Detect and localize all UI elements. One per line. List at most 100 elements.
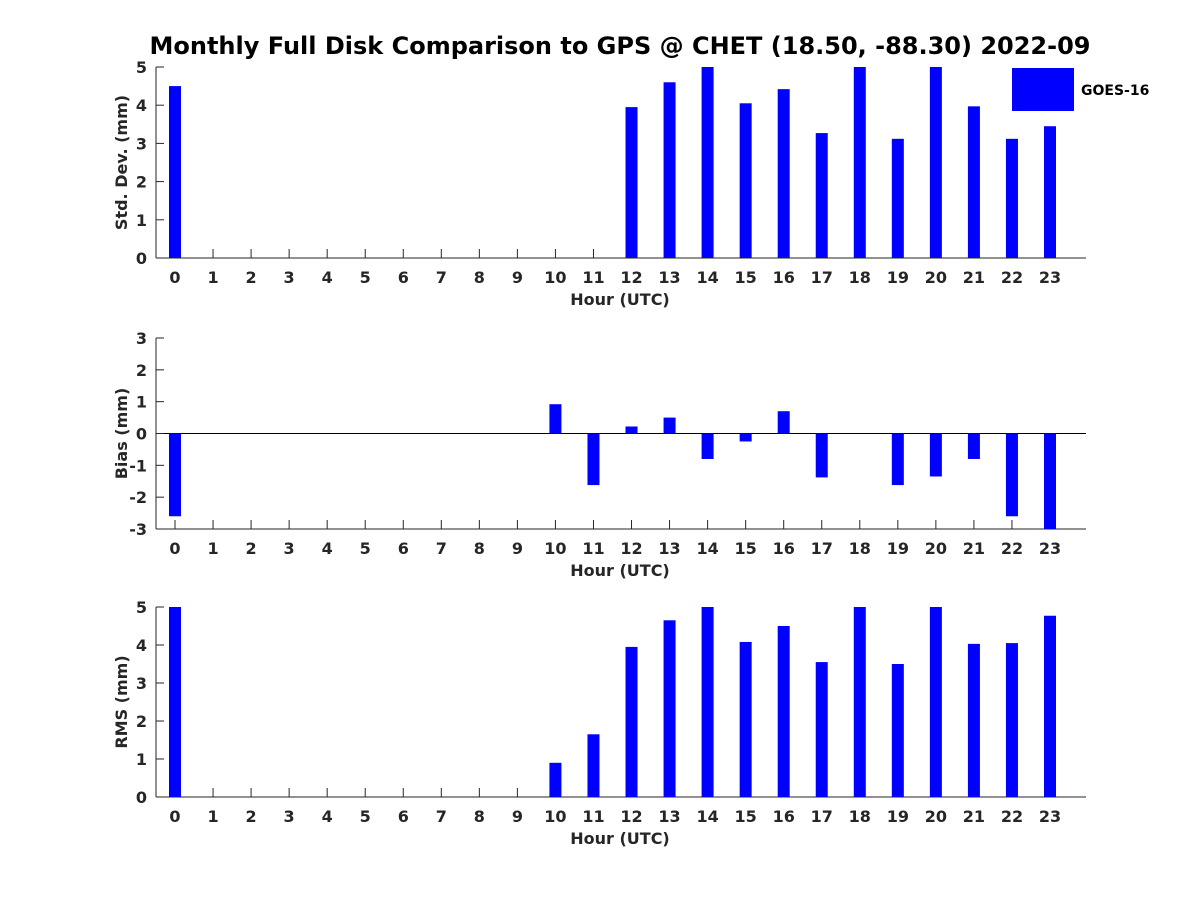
- x-tick-label: 4: [322, 807, 333, 826]
- bar: [587, 734, 600, 797]
- bar: [701, 607, 714, 797]
- x-tick-label: 4: [322, 268, 333, 287]
- x-tick-label: 11: [582, 268, 604, 287]
- x-tick-label: 17: [811, 539, 833, 558]
- x-tick-label: 9: [512, 539, 523, 558]
- x-tick-label: 14: [696, 807, 718, 826]
- x-tick-label: 17: [811, 268, 833, 287]
- x-tick-label: 16: [773, 807, 795, 826]
- x-tick-label: 2: [246, 268, 257, 287]
- x-tick-label: 10: [544, 268, 566, 287]
- x-axis-label: Hour (UTC): [570, 829, 670, 848]
- bar: [169, 86, 181, 258]
- x-tick-label: 17: [811, 807, 833, 826]
- x-tick-label: 23: [1039, 807, 1061, 826]
- bar: [663, 620, 676, 797]
- x-tick-label: 16: [773, 268, 795, 287]
- x-tick-label: 6: [398, 268, 409, 287]
- y-tick-label: 3: [136, 134, 147, 153]
- bar: [853, 67, 866, 258]
- x-axis-label: Hour (UTC): [570, 561, 670, 580]
- bar: [815, 133, 828, 258]
- x-tick-label: 21: [963, 539, 985, 558]
- bar: [625, 646, 638, 797]
- x-tick-label: 23: [1039, 539, 1061, 558]
- y-tick-label: 1: [136, 393, 147, 412]
- x-tick-label: 13: [658, 807, 680, 826]
- x-tick-label: 21: [963, 807, 985, 826]
- x-tick-label: 15: [735, 807, 757, 826]
- x-tick-label: 0: [169, 268, 180, 287]
- bar: [701, 67, 714, 258]
- x-tick-label: 1: [207, 268, 218, 287]
- x-tick-label: 19: [887, 807, 909, 826]
- x-tick-label: 7: [436, 268, 447, 287]
- x-tick-label: 5: [360, 539, 371, 558]
- bar: [777, 89, 790, 258]
- y-tick-label: -3: [129, 520, 147, 539]
- x-tick-label: 20: [925, 807, 947, 826]
- x-tick-label: 23: [1039, 268, 1061, 287]
- bar: [929, 433, 942, 477]
- bar: [891, 138, 904, 258]
- x-tick-label: 14: [696, 539, 718, 558]
- y-tick-label: 2: [136, 361, 147, 380]
- x-tick-label: 19: [887, 539, 909, 558]
- x-tick-label: 6: [398, 539, 409, 558]
- y-axis-label: RMS (mm): [112, 655, 131, 748]
- bar: [815, 662, 828, 797]
- y-axis-label: Std. Dev. (mm): [112, 95, 131, 230]
- x-tick-label: 18: [849, 539, 871, 558]
- x-tick-label: 2: [246, 807, 257, 826]
- y-tick-label: 1: [136, 211, 147, 230]
- bar: [1005, 433, 1018, 517]
- x-tick-label: 12: [620, 268, 642, 287]
- x-tick-label: 20: [925, 268, 947, 287]
- x-tick-label: 12: [620, 807, 642, 826]
- bar: [663, 82, 676, 258]
- y-tick-label: 2: [136, 173, 147, 192]
- x-axis-label: Hour (UTC): [570, 290, 670, 309]
- x-tick-label: 22: [1001, 268, 1023, 287]
- x-tick-label: 5: [360, 268, 371, 287]
- y-tick-label: 3: [136, 674, 147, 693]
- x-tick-label: 9: [512, 268, 523, 287]
- x-tick-label: 12: [620, 539, 642, 558]
- y-tick-label: -2: [129, 488, 147, 507]
- x-tick-label: 11: [582, 539, 604, 558]
- bar: [739, 641, 752, 797]
- bar: [701, 433, 714, 459]
- x-tick-label: 18: [849, 268, 871, 287]
- y-tick-label: 4: [136, 636, 147, 655]
- x-tick-label: 13: [658, 268, 680, 287]
- bar: [169, 433, 181, 517]
- bar: [739, 433, 752, 442]
- bar: [1044, 615, 1056, 797]
- y-tick-label: 0: [136, 788, 147, 807]
- x-tick-label: 6: [398, 807, 409, 826]
- bar: [853, 607, 866, 797]
- bar: [777, 626, 790, 797]
- y-tick-label: -1: [129, 456, 147, 475]
- x-tick-label: 20: [925, 539, 947, 558]
- x-tick-label: 8: [474, 539, 485, 558]
- x-tick-label: 7: [436, 807, 447, 826]
- x-tick-label: 3: [284, 268, 295, 287]
- bar: [967, 106, 980, 258]
- bar: [625, 426, 638, 434]
- x-tick-label: 15: [735, 268, 757, 287]
- y-tick-label: 0: [136, 249, 147, 268]
- x-tick-label: 10: [544, 807, 566, 826]
- bar: [777, 411, 790, 434]
- y-tick-label: 1: [136, 750, 147, 769]
- x-tick-label: 18: [849, 807, 871, 826]
- bar: [1005, 138, 1018, 258]
- bar: [549, 762, 562, 797]
- bar: [967, 643, 980, 797]
- x-tick-label: 7: [436, 539, 447, 558]
- x-tick-label: 0: [169, 539, 180, 558]
- bar: [739, 103, 752, 258]
